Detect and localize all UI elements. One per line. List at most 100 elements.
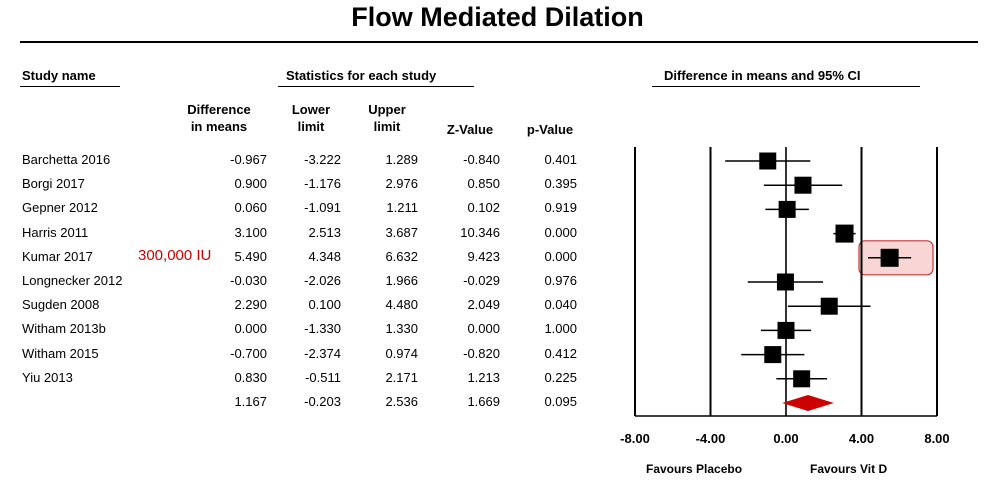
z-cell: 9.423: [467, 248, 500, 264]
study-name-cell: Yiu 2013: [22, 369, 73, 385]
diff-cell: 0.900: [234, 176, 267, 192]
p-column-header: p-Value: [526, 122, 574, 137]
point-estimate-marker: [793, 370, 811, 388]
p-cell: 0.412: [544, 345, 577, 361]
study-name-cell: Gepner 2012: [22, 200, 98, 216]
upper-column-header: Upper limit: [362, 101, 412, 135]
favours-vitd-label: Favours Vit D: [810, 462, 888, 476]
lower-header-line1: Lower: [291, 102, 331, 117]
z-cell: 2.049: [467, 297, 500, 313]
point-estimate-marker: [777, 321, 795, 339]
chart-title: Flow Mediated Dilation: [351, 2, 644, 32]
tick-label: -8.00: [620, 431, 650, 446]
study-name-underline: [20, 86, 120, 87]
p-cell: 0.976: [544, 273, 577, 288]
diff-column-header: Difference in means: [178, 101, 260, 135]
diff-cell: 0.830: [234, 369, 267, 385]
z-cell: 0.102: [467, 200, 500, 216]
upper-cell: 6.632: [385, 248, 418, 264]
lower-cell: 2.513: [308, 224, 341, 240]
study-name-cell: Longnecker 2012: [22, 273, 123, 288]
z-cell: 10.346: [460, 224, 500, 240]
p-cell: 0.040: [544, 297, 577, 313]
point-estimate-marker: [776, 273, 794, 291]
tick-label: 8.00: [924, 431, 949, 446]
upper-cell: 3.687: [385, 224, 418, 240]
diff-header-line2: in means: [190, 119, 248, 134]
p-cell: 0.401: [544, 152, 577, 167]
point-estimate-marker: [794, 176, 812, 194]
title-divider: [20, 41, 978, 43]
diff-cell: -0.700: [230, 345, 267, 361]
lower-cell: -2.026: [304, 273, 341, 288]
z-cell: -0.820: [463, 345, 500, 361]
point-estimate-marker: [835, 224, 854, 243]
lower-cell: -1.091: [304, 200, 341, 216]
lower-cell: -1.330: [304, 321, 341, 337]
lower-column-header: Lower limit: [286, 101, 336, 135]
upper-cell: 4.480: [385, 297, 418, 313]
lower-cell: -0.511: [305, 369, 341, 385]
lower-cell: -2.374: [304, 345, 341, 361]
p-cell: 0.919: [544, 200, 577, 216]
study-name-cell: Witham 2015: [22, 345, 99, 361]
p-cell: 0.000: [544, 248, 577, 264]
tick-label: -4.00: [696, 431, 726, 446]
statistics-underline: [278, 86, 474, 87]
diff-cell: -0.030: [230, 273, 267, 288]
point-estimate-marker: [764, 346, 782, 364]
tick-label: 0.00: [773, 431, 798, 446]
p-cell: 0.095: [544, 394, 577, 409]
point-estimate-marker: [880, 248, 899, 267]
point-estimate-marker: [778, 200, 796, 218]
lower-cell: -0.203: [304, 394, 341, 409]
favours-placebo-label: Favours Placebo: [646, 462, 743, 476]
point-estimate-marker: [759, 152, 777, 170]
diff-header-line1: Difference: [187, 102, 251, 117]
z-column-header: Z-Value: [446, 122, 494, 137]
study-name-cell: Borgi 2017: [22, 176, 85, 192]
lower-cell: 0.100: [308, 297, 341, 313]
upper-cell: 2.171: [385, 369, 418, 385]
diff-cell: 2.290: [234, 297, 267, 313]
ci-group-header: Difference in means and 95% CI: [664, 68, 861, 83]
upper-cell: 1.211: [386, 200, 418, 216]
study-name-cell: Witham 2013b: [22, 321, 106, 337]
upper-header-line2: limit: [373, 119, 401, 134]
p-cell: 0.395: [544, 176, 577, 192]
dose-annotation: 300,000 IU: [138, 247, 212, 264]
study-name-cell: Harris 2011: [22, 224, 89, 240]
diff-cell: 5.490: [234, 248, 267, 264]
z-cell: -0.029: [463, 273, 500, 288]
statistics-group-header: Statistics for each study: [286, 68, 437, 83]
upper-cell: 2.976: [385, 176, 418, 192]
tick-label: 4.00: [849, 431, 874, 446]
study-name-cell: Kumar 2017: [22, 248, 93, 264]
z-cell: 1.213: [467, 369, 500, 385]
lower-header-line2: limit: [297, 119, 325, 134]
ci-underline: [652, 86, 920, 87]
point-estimate-marker: [820, 297, 838, 315]
lower-cell: -1.176: [304, 176, 341, 192]
upper-cell: 1.966: [385, 273, 418, 288]
lower-cell: 4.348: [308, 248, 341, 264]
diff-cell: 3.100: [234, 224, 267, 240]
lower-cell: -3.222: [304, 152, 341, 167]
diff-cell: 0.000: [234, 321, 267, 337]
z-cell: 0.000: [467, 321, 500, 337]
z-cell: -0.840: [463, 152, 500, 167]
study-name-cell: Barchetta 2016: [22, 152, 111, 167]
study-name-group-header: Study name: [22, 68, 96, 83]
upper-cell: 2.536: [385, 394, 418, 409]
p-cell: 0.000: [544, 224, 577, 240]
diff-cell: 1.167: [234, 394, 267, 409]
upper-cell: 1.330: [385, 321, 418, 337]
upper-header-line1: Upper: [368, 102, 406, 117]
z-cell: 1.669: [467, 394, 500, 409]
upper-cell: 0.974: [385, 345, 418, 361]
diff-cell: -0.967: [230, 152, 267, 167]
summary-diamond: [782, 395, 834, 411]
z-cell: 0.850: [467, 176, 500, 192]
upper-cell: 1.289: [385, 152, 418, 167]
